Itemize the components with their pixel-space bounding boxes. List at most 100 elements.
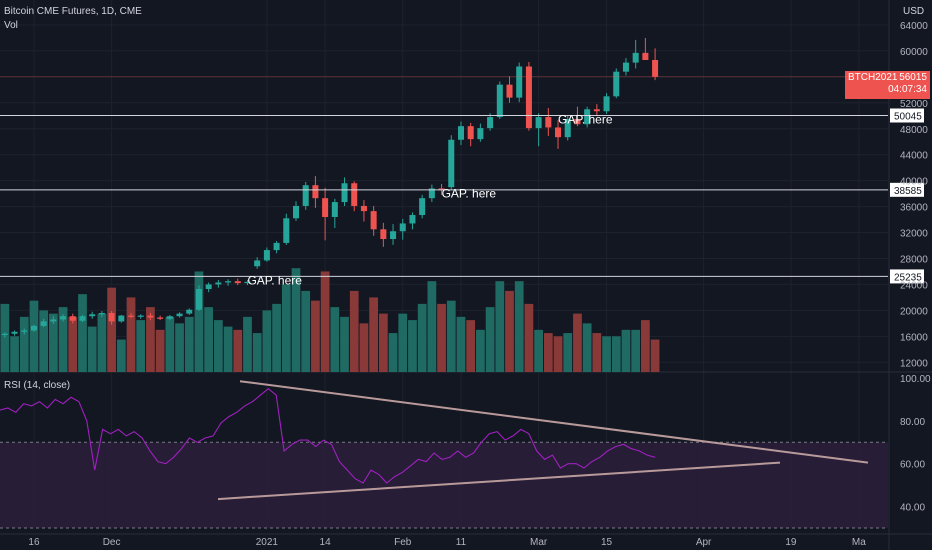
volume-bar bbox=[466, 320, 476, 372]
candle-body bbox=[603, 96, 610, 112]
rsi-tick-label: 40.00 bbox=[900, 503, 925, 514]
price-tag-countdown: 04:07:34 bbox=[888, 83, 927, 95]
candle-body bbox=[137, 315, 144, 317]
candle-body bbox=[50, 319, 57, 322]
volume-bar bbox=[582, 323, 592, 372]
candle-body bbox=[448, 139, 455, 188]
candle-body bbox=[147, 315, 154, 318]
candle-body bbox=[79, 316, 86, 321]
candle-body bbox=[545, 117, 552, 128]
volume-bar bbox=[592, 333, 602, 372]
volume-bar bbox=[155, 329, 165, 372]
candle-body bbox=[390, 231, 397, 240]
volume-bar bbox=[252, 333, 262, 372]
volume-label: Vol bbox=[4, 20, 18, 31]
price-tick-label: 44000 bbox=[900, 151, 928, 162]
volume-bars bbox=[0, 268, 660, 372]
candle-body bbox=[496, 84, 503, 118]
price-tick-label: 24000 bbox=[900, 280, 928, 291]
volume-bar bbox=[456, 316, 466, 372]
price-tick-label: 60000 bbox=[900, 47, 928, 58]
price-tick-label: 64000 bbox=[900, 21, 928, 32]
candle-body bbox=[254, 260, 261, 267]
candle-body bbox=[642, 52, 649, 60]
candle-body bbox=[564, 119, 571, 138]
level-label-bg bbox=[890, 269, 924, 284]
time-tick-label: 19 bbox=[785, 537, 797, 548]
candle-body bbox=[128, 315, 135, 317]
volume-bar bbox=[0, 303, 10, 372]
level-label: 25235 bbox=[894, 272, 922, 283]
volume-bar bbox=[223, 326, 233, 372]
volume-bar bbox=[621, 329, 631, 372]
level-label-bg bbox=[890, 182, 924, 197]
time-tick-label: Ma bbox=[852, 537, 866, 548]
candle-body bbox=[341, 183, 348, 203]
candle-body bbox=[89, 314, 96, 317]
volume-bar bbox=[233, 329, 243, 372]
price-tick-label: 20000 bbox=[900, 306, 928, 317]
volume-bar bbox=[495, 281, 505, 372]
candle-body bbox=[652, 60, 659, 77]
rsi-label: RSI (14, close) bbox=[4, 380, 71, 391]
time-tick-label: Mar bbox=[530, 537, 548, 548]
candle-body bbox=[632, 52, 639, 63]
candle-body bbox=[11, 331, 18, 334]
volume-bar bbox=[175, 323, 184, 372]
currency-label: USD bbox=[903, 6, 925, 17]
price-tick-label: 32000 bbox=[900, 229, 928, 240]
volume-bar bbox=[29, 300, 39, 372]
candle-body bbox=[302, 185, 309, 206]
rsi-lower-trendline bbox=[217, 461, 781, 501]
volume-bar bbox=[311, 300, 320, 372]
volume-bar bbox=[534, 329, 543, 372]
candle-body bbox=[118, 315, 125, 322]
candle-body bbox=[622, 62, 629, 72]
level-label: 50045 bbox=[894, 111, 922, 122]
volume-bar bbox=[19, 316, 29, 372]
price-tick-label: 12000 bbox=[900, 358, 928, 369]
volume-bar bbox=[213, 320, 223, 372]
annotations: GAP. here GAP. here GAP. here bbox=[247, 113, 612, 288]
volume-bar bbox=[505, 290, 514, 372]
candle-body bbox=[166, 316, 173, 319]
volume-bar bbox=[485, 307, 495, 372]
price-tag-price: 56015 bbox=[899, 71, 927, 83]
volume-bar bbox=[10, 336, 19, 372]
candle-body bbox=[215, 282, 222, 285]
candle-body bbox=[244, 281, 251, 284]
volume-bar bbox=[184, 316, 194, 372]
volume-bar bbox=[330, 307, 340, 372]
volume-bar bbox=[602, 336, 611, 372]
volume-bar bbox=[243, 316, 252, 372]
volume-bar bbox=[369, 297, 379, 372]
candle-body bbox=[186, 309, 193, 314]
volume-bar bbox=[543, 333, 553, 372]
level-lines: 50045 38585 25235 bbox=[0, 76, 924, 284]
candle-body bbox=[574, 119, 581, 125]
price-tag: BTCH2021 56015 04:07:34 bbox=[845, 70, 930, 99]
time-tick-label: Feb bbox=[394, 537, 412, 548]
candle-body bbox=[234, 281, 241, 284]
volume-bar bbox=[116, 339, 126, 372]
candle-body bbox=[273, 242, 280, 251]
volume-bar bbox=[165, 316, 175, 372]
candle-body bbox=[283, 218, 290, 243]
candle-body bbox=[399, 223, 406, 232]
trendlines bbox=[217, 380, 869, 501]
volume-bar bbox=[39, 310, 49, 372]
price-tick-label: 36000 bbox=[900, 203, 928, 214]
volume-bar bbox=[427, 281, 437, 372]
candle-body bbox=[593, 109, 600, 112]
volume-bar bbox=[417, 303, 427, 372]
candle-body bbox=[69, 316, 76, 321]
candle-body bbox=[360, 205, 367, 212]
candle-body bbox=[108, 312, 115, 322]
volume-bar bbox=[87, 326, 97, 372]
volume-bar bbox=[78, 294, 87, 372]
candle-body bbox=[263, 250, 270, 261]
candle-body bbox=[225, 281, 232, 283]
rsi-tick-label: 60.00 bbox=[900, 460, 925, 471]
candle-body bbox=[30, 325, 37, 331]
candle-body bbox=[312, 185, 319, 199]
